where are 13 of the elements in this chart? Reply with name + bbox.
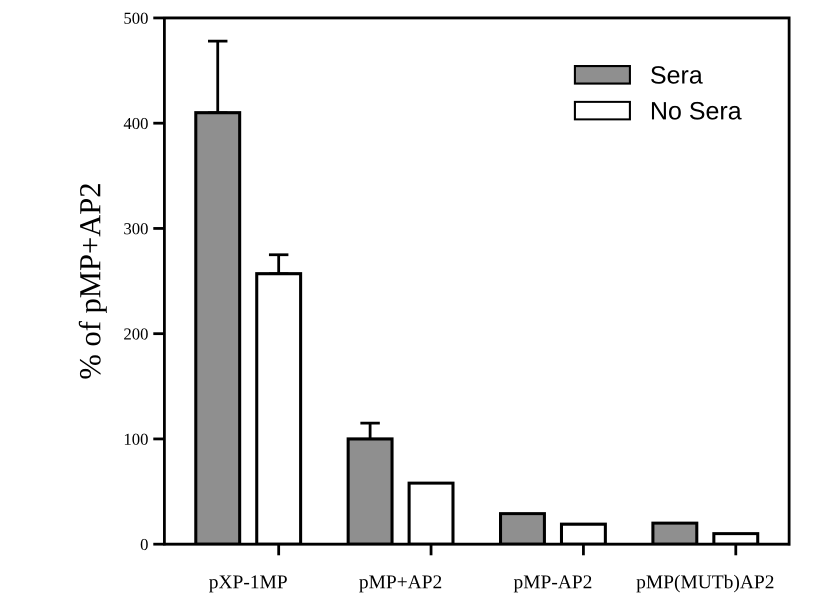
legend-label: Sera [651,66,703,84]
x-tick-label: pMP(MUTb)AP2 [636,574,774,592]
y-tick-label: 200 [124,328,148,340]
y-tick-label: 400 [124,118,148,130]
y-axis-title: % of pMP+AP2 [78,184,107,379]
y-tick-label: 0 [140,538,148,550]
y-tick-label: 300 [124,223,148,234]
x-tick-label: pMP+AP2 [359,575,442,592]
legend-label: No Sera [652,102,742,120]
y-tick-label: 500 [124,12,148,24]
y-tick-label: 100 [124,434,148,445]
x-tick-label: pMP-AP2 [514,575,592,592]
x-tick-label: pXP-1MP [209,575,287,592]
